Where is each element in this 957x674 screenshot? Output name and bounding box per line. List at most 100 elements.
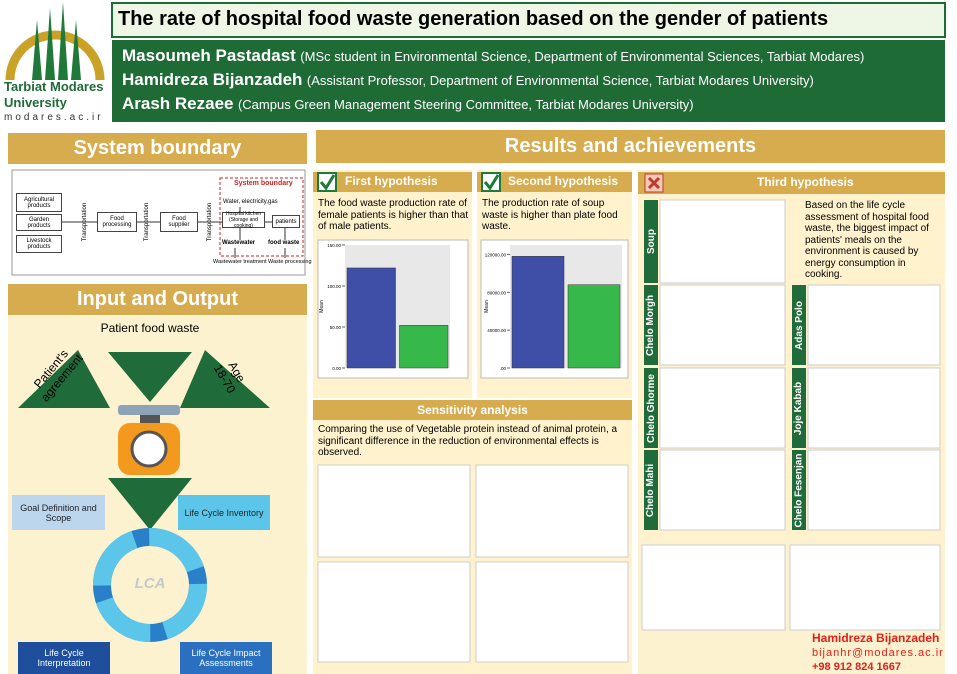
lca-label: LCA	[134, 575, 166, 592]
node: Food supplier	[160, 212, 198, 232]
section-heading: Input and Output	[8, 284, 307, 315]
contact-phone: +98 912 824 1667	[812, 661, 902, 673]
dish-label: Chelo Fesenjan	[792, 450, 806, 530]
check	[483, 174, 500, 191]
dish-name: Joje Kabab	[793, 381, 805, 435]
contact-name: Hamidreza Bijanzadeh	[812, 631, 940, 645]
bar	[399, 325, 449, 369]
mini-charts	[317, 199, 941, 663]
label: Water, electricity,gas	[223, 199, 278, 205]
panel-title: Third hypothesis	[757, 175, 854, 189]
author: Masoumeh Pastadast (MSc student in Envir…	[122, 46, 864, 66]
author-name: Hamidreza Bijanzadeh	[122, 70, 303, 89]
logo-url: modares.ac.ir	[4, 112, 104, 123]
scale-tray	[118, 405, 180, 415]
label: food waste	[268, 240, 300, 246]
transport-label: Transportation	[82, 202, 88, 242]
triangle	[18, 350, 110, 408]
y-tick-label: 100.00	[327, 284, 341, 289]
panel-bar	[313, 172, 472, 192]
node: Hospital kitchen (Storage and cooking)	[222, 211, 265, 229]
diagram-arrows	[62, 207, 286, 258]
y-tick-label: 0.00	[332, 366, 341, 371]
transport-label: Transportation	[144, 202, 150, 242]
title: The rate of hospital food waste generati…	[118, 8, 829, 30]
affiliation: (MSc student in Environmental Science, D…	[300, 49, 865, 64]
node: Agricultural products	[16, 193, 62, 212]
input-label: Patient food waste	[100, 321, 200, 335]
dish-label: Soup	[644, 200, 658, 283]
panel-title: First hypothesis	[345, 174, 438, 188]
panel-title: Second hypothesis	[508, 174, 619, 188]
node: Food processing	[97, 212, 137, 232]
lca-cycle-arrows	[93, 528, 207, 642]
check	[319, 174, 336, 191]
y-axis-label: Mean	[484, 300, 490, 313]
panel-bar	[477, 172, 632, 192]
bar	[346, 267, 396, 369]
contact-email: bijanhr@modares.ac.ir	[812, 647, 944, 659]
label: Wastewater treatment	[213, 259, 267, 265]
node: patients	[272, 215, 300, 228]
logo-wheat	[32, 2, 81, 80]
cross	[647, 176, 661, 190]
y-tick-label: .00	[500, 366, 507, 371]
bar	[567, 284, 621, 369]
label: Waste processing	[268, 259, 312, 265]
author: Hamidreza Bijanzadeh (Assistant Professo…	[122, 70, 814, 90]
affiliation: (Campus Green Management Steering Commit…	[237, 97, 694, 112]
phase: Life Cycle Interpretation	[18, 642, 110, 674]
logo-name: University	[4, 95, 67, 110]
node: Garden products	[16, 214, 62, 231]
dish-label: Adas Polo	[792, 285, 806, 365]
phase: Life Cycle Inventory	[178, 495, 270, 530]
y-tick-label: 150.00	[327, 243, 341, 248]
affiliation: (Assistant Professor, Department of Envi…	[306, 73, 814, 88]
author-name: Arash Rezaee	[122, 94, 234, 113]
y-tick-label: 80000.00	[487, 290, 506, 295]
panel-text: Based on the life cycle assessment of ho…	[805, 200, 929, 280]
dish-label: Chelo Mahi	[644, 450, 658, 530]
node: Livestock products	[16, 235, 62, 253]
dish-name: Chelo Morgh	[645, 294, 657, 356]
dish-name: Chelo Mahi	[645, 463, 657, 517]
title-box	[111, 2, 946, 38]
section-heading: Results and achievements	[316, 130, 945, 163]
arrow	[108, 478, 192, 530]
triangle	[108, 352, 192, 402]
label: Wastewater	[222, 240, 256, 246]
panel-text: The production rate of soup waste is hig…	[482, 198, 618, 232]
dish-label: Joje Kabab	[792, 368, 806, 448]
scale-neck	[140, 415, 160, 423]
bar	[511, 256, 565, 369]
section-heading: Sensitivity analysis	[313, 400, 632, 420]
boundary-label: System boundary	[234, 180, 293, 187]
dish-name: Soup	[645, 229, 657, 254]
dish-name: Chelo Ghorme	[645, 373, 657, 443]
y-axis-label: Mean	[319, 300, 325, 313]
y-tick-label: 120000.00	[485, 252, 507, 257]
dish-name: Adas Polo	[793, 300, 805, 350]
triangle	[180, 350, 270, 408]
logo-arc	[5, 30, 105, 81]
y-tick-label: 50.00	[330, 325, 342, 330]
boundary-box	[219, 177, 304, 257]
panel-text: The food waste production rate of female…	[318, 198, 469, 232]
section-heading: System boundary	[8, 133, 307, 164]
scale-dial	[130, 430, 168, 468]
y-tick-label: 40000.00	[487, 328, 506, 333]
dish-name: Chelo Fesenjan	[793, 453, 805, 527]
authors-box	[112, 40, 945, 122]
dish-label: Chelo Morgh	[644, 285, 658, 365]
dish-label: Chelo Ghorme	[644, 368, 658, 448]
logo-name: Tarbiat Modares	[4, 79, 104, 94]
panel-bar	[638, 172, 945, 194]
phase: Goal Definition and Scope	[12, 495, 105, 530]
transport-label: Transportation	[207, 202, 213, 242]
author: Arash Rezaee (Campus Green Management St…	[122, 94, 694, 114]
author-name: Masoumeh Pastadast	[122, 46, 296, 65]
panel-text: Comparing the use of Vegetable protein i…	[318, 424, 618, 458]
phase: Life Cycle Impact Assessments	[180, 642, 272, 674]
